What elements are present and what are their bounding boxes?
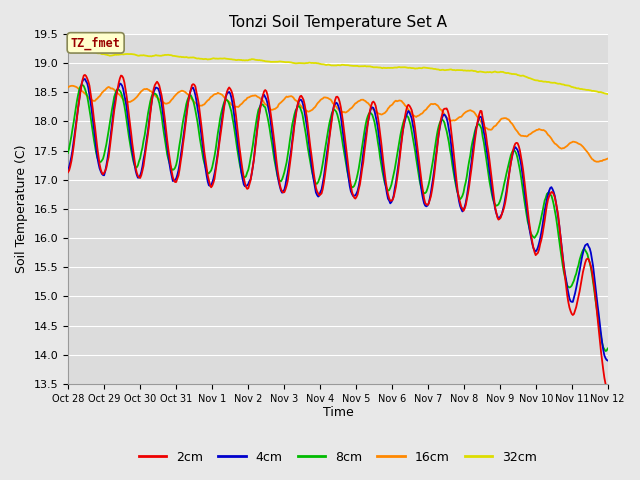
Legend: 2cm, 4cm, 8cm, 16cm, 32cm: 2cm, 4cm, 8cm, 16cm, 32cm (134, 446, 542, 469)
Title: Tonzi Soil Temperature Set A: Tonzi Soil Temperature Set A (229, 15, 447, 30)
X-axis label: Time: Time (323, 407, 353, 420)
Y-axis label: Soil Temperature (C): Soil Temperature (C) (15, 145, 28, 273)
Text: TZ_fmet: TZ_fmet (71, 36, 120, 49)
